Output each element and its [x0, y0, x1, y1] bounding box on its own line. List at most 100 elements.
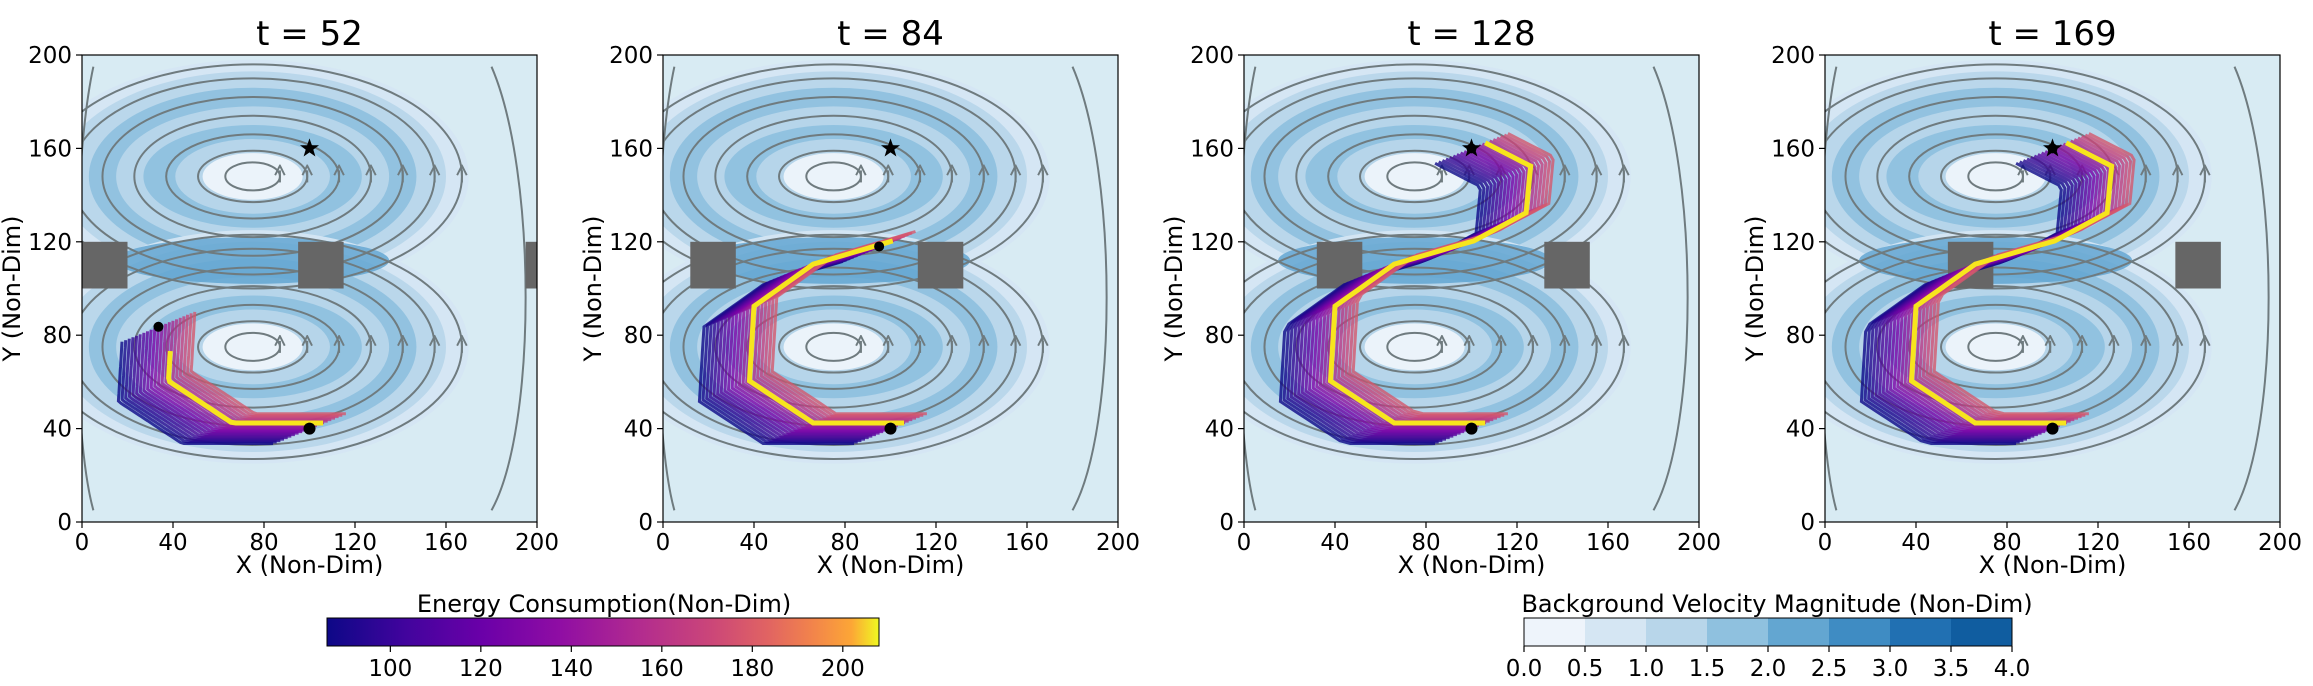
panel-title: t = 52	[256, 14, 363, 54]
obstacle	[690, 241, 736, 289]
x-tick-label: 160	[424, 530, 468, 556]
energy-colorbar-gradient	[326, 617, 880, 647]
y-tick-label: 40	[1205, 417, 1234, 443]
y-tick-label: 80	[1205, 323, 1234, 349]
plot-frame	[662, 54, 1119, 523]
x-tick-label: 80	[1992, 530, 2021, 556]
x-axis-label: X (Non-Dim)	[236, 551, 384, 579]
energy-tick-label: 200	[821, 656, 865, 682]
start-point	[303, 422, 316, 435]
velocity-tick-label: 1.5	[1689, 656, 1726, 682]
y-tick-label: 80	[43, 323, 72, 349]
velocity-colorbar-label: Background Velocity Magnitude (Non-Dim)	[1521, 590, 2032, 618]
panel-title: t = 169	[1988, 14, 2116, 54]
obstacle	[82, 241, 128, 289]
velocity-contour-field	[1244, 55, 1699, 522]
target-star	[881, 138, 900, 157]
velocity-tick-label: 0.5	[1567, 656, 1604, 682]
x-tick-label: 120	[333, 530, 377, 556]
y-tick-label: 120	[28, 230, 72, 256]
y-tick-label: 200	[1190, 43, 1234, 69]
trajectory-bundle	[697, 230, 927, 445]
velocity-level	[1524, 618, 1586, 646]
y-tick-label: 80	[1786, 323, 1815, 349]
front-marker	[153, 321, 164, 332]
front-marker	[874, 241, 885, 252]
velocity-tick-label: 1.0	[1628, 656, 1665, 682]
plot-frame	[81, 54, 538, 523]
trajectory-bundle	[1859, 132, 2136, 445]
y-axis-label: Y (Non-Dim)	[0, 215, 26, 362]
trajectory-bundle	[1278, 132, 1555, 445]
optimal-path	[1908, 140, 2115, 426]
velocity-contour-field	[82, 55, 537, 522]
x-tick-label: 120	[1495, 530, 1539, 556]
panels: t = 52 0 40 80 120 160 200 0 40 80 120 160 200 X (Non…	[0, 14, 2302, 579]
y-tick-label: 200	[1771, 43, 1815, 69]
x-tick-label: 160	[1005, 530, 1049, 556]
y-axis-label: Y (Non-Dim)	[579, 215, 607, 362]
x-tick-label: 0	[1237, 530, 1252, 556]
optimal-path	[166, 350, 324, 426]
energy-tick-label: 100	[368, 656, 412, 682]
velocity-contour-field	[663, 55, 1118, 522]
x-tick-label: 0	[656, 530, 671, 556]
panel-1: t = 52 0 40 80 120 160 200 0 40 80 120 160 200 X (Non…	[0, 14, 559, 579]
streamlines	[663, 63, 1108, 511]
x-tick-label: 40	[1320, 530, 1349, 556]
energy-colorbar-label: Energy Consumption(Non-Dim)	[417, 590, 791, 618]
streamlines	[82, 63, 527, 511]
velocity-colorbar: Background Velocity Magnitude (Non-Dim) …	[1506, 590, 2033, 682]
x-tick-label: 160	[1586, 530, 1630, 556]
x-tick-label: 80	[1411, 530, 1440, 556]
x-tick-label: 80	[830, 530, 859, 556]
y-tick-label: 120	[1771, 230, 1815, 256]
panel-3: t = 128 0 40 80 120 160 200 0 40 80 120 160 200 X (No…	[1160, 14, 1721, 579]
y-tick-label: 40	[1786, 417, 1815, 443]
y-tick-label: 0	[638, 510, 653, 536]
velocity-tick-label: 3.0	[1872, 656, 1909, 682]
y-axis-label: Y (Non-Dim)	[1160, 215, 1188, 362]
target-star	[2043, 138, 2062, 157]
energy-tick-label: 140	[549, 656, 593, 682]
x-tick-label: 200	[1677, 530, 1721, 556]
velocity-tick-label: 2.5	[1811, 656, 1848, 682]
panel-2: t = 84 0 40 80 120 160 200 0 40 80 120 160 200 X (Non…	[579, 14, 1140, 579]
velocity-tick-label: 4.0	[1994, 656, 2031, 682]
x-tick-label: 0	[1818, 530, 1833, 556]
energy-colorbar: Energy Consumption(Non-Dim) 100 120 140 160…	[326, 590, 880, 682]
velocity-level	[1951, 618, 2013, 646]
x-tick-label: 40	[158, 530, 187, 556]
y-tick-label: 120	[609, 230, 653, 256]
x-tick-label: 120	[2076, 530, 2120, 556]
plot-frame	[1824, 54, 2281, 523]
y-tick-label: 160	[1771, 136, 1815, 162]
streamlines	[1244, 63, 1689, 511]
x-tick-label: 120	[914, 530, 958, 556]
panel-title: t = 84	[837, 14, 944, 54]
x-tick-label: 200	[1096, 530, 1140, 556]
y-tick-label: 120	[1190, 230, 1234, 256]
y-tick-label: 160	[28, 136, 72, 162]
velocity-contour-field	[1825, 55, 2280, 522]
energy-tick-label: 160	[640, 656, 684, 682]
y-tick-label: 40	[43, 417, 72, 443]
velocity-level	[1707, 618, 1769, 646]
obstacle	[298, 241, 344, 289]
trajectory-bundle	[116, 311, 346, 445]
y-tick-label: 160	[1190, 136, 1234, 162]
start-point	[2046, 422, 2059, 435]
velocity-level	[1768, 618, 1830, 646]
x-tick-label: 40	[739, 530, 768, 556]
x-axis-label: X (Non-Dim)	[1398, 551, 1546, 579]
optimal-path	[746, 238, 905, 426]
y-tick-label: 0	[57, 510, 72, 536]
x-tick-label: 0	[75, 530, 90, 556]
y-tick-label: 40	[624, 417, 653, 443]
x-axis-label: X (Non-Dim)	[1979, 551, 2127, 579]
velocity-tick-label: 2.0	[1750, 656, 1787, 682]
start-point	[884, 422, 897, 435]
target-star	[300, 138, 319, 157]
x-tick-label: 80	[249, 530, 278, 556]
